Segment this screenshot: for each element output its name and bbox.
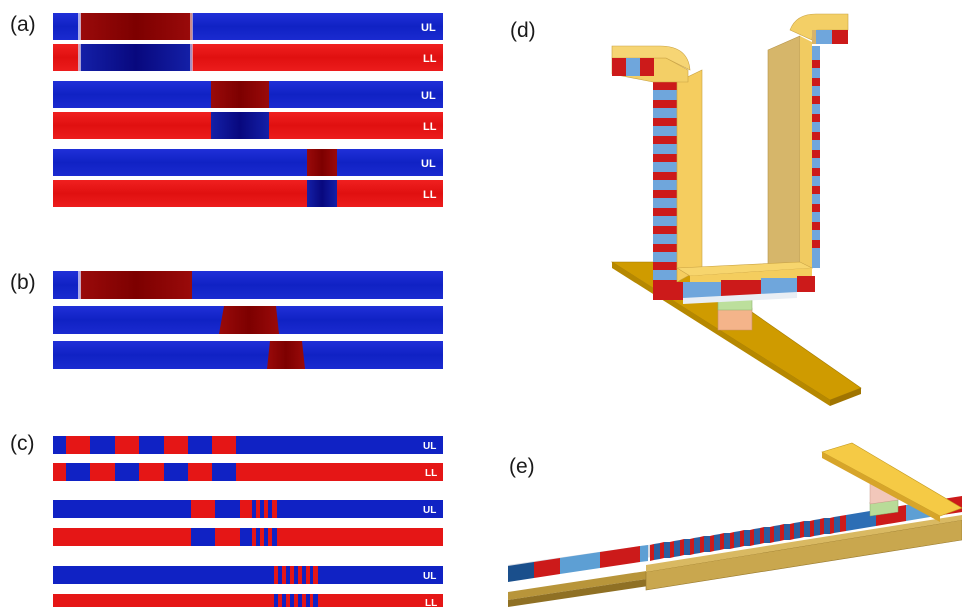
junction-block-peach — [717, 307, 753, 331]
dense-stripe-region — [650, 515, 846, 561]
panel-c: UL LL UL — [53, 436, 443, 607]
panel-label-b: (b) — [10, 271, 36, 294]
top-electrode-bar — [821, 442, 962, 517]
panel-d-device — [610, 13, 862, 406]
panel-a: UL LL UL LL UL LL — [53, 13, 443, 207]
domain-wall-region — [80, 44, 192, 71]
panel-label-a: (a) — [10, 13, 36, 36]
domain-wall-region — [211, 112, 269, 139]
lower-layer-label: LL — [423, 121, 437, 133]
track-blocks — [508, 545, 648, 582]
panel-label-d: (d) — [510, 19, 536, 42]
upper-layer-label: UL — [421, 158, 436, 170]
lower-layer-label: LL — [425, 598, 437, 607]
left-arm-gold — [676, 69, 703, 283]
u-bottom-stripes — [653, 276, 815, 300]
upper-layer-label: UL — [423, 505, 436, 516]
strip-lower-layer — [53, 594, 443, 607]
upper-layer-label: UL — [423, 441, 436, 452]
domain-wall-region — [219, 306, 279, 334]
strip-upper-layer — [53, 566, 443, 584]
domain-wall-region — [307, 149, 337, 176]
panel-label-e: (e) — [509, 455, 535, 478]
strip-single-layer — [53, 341, 443, 369]
strip-upper-layer — [53, 149, 443, 176]
upper-layer-label: UL — [423, 571, 436, 582]
strip-lower-layer — [53, 463, 443, 481]
upper-layer-label: UL — [421, 22, 436, 34]
panel-label-c: (c) — [10, 432, 35, 455]
lower-layer-label: LL — [425, 468, 437, 479]
lower-layer-label: LL — [423, 189, 437, 201]
left-arm-stripes — [653, 82, 677, 286]
panel-e-device — [508, 442, 962, 607]
right-hook-red — [832, 30, 848, 44]
domain-wall-region — [211, 81, 269, 108]
strip-upper-layer — [53, 436, 443, 454]
lower-layer-label: LL — [423, 53, 437, 65]
upper-layer-label: UL — [421, 90, 436, 102]
domain-wall-region — [307, 180, 337, 207]
panel-b — [53, 271, 443, 369]
domain-wall-region — [80, 271, 192, 299]
right-arm-stripes — [812, 46, 820, 268]
domain-wall-region — [267, 341, 305, 369]
strip-lower-layer — [53, 180, 443, 207]
domain-wall-region — [80, 13, 192, 40]
